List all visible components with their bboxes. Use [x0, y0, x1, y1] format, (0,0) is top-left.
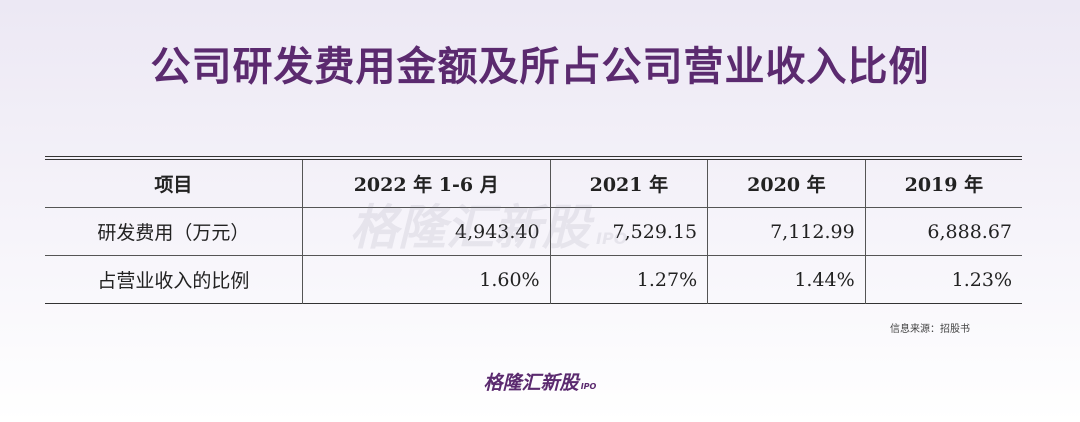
header-cell: 项目 — [45, 158, 303, 208]
source-note: 信息来源：招股书 — [890, 324, 970, 335]
row-label: 研发费用（万元） — [45, 207, 303, 256]
row-label: 占营业收入的比例 — [97, 270, 250, 292]
value-cell: 1.44% — [707, 255, 866, 304]
value-cell: 7,112.99 — [707, 207, 866, 256]
table-row: 占营业收入的比例 1.60% 1.27% 1.44% 1.23% — [45, 255, 1022, 304]
header-cell: 2019 年 — [864, 158, 1022, 208]
value-cell: 6,888.67 — [864, 207, 1022, 256]
brand-name: 格隆汇新股 — [483, 372, 579, 394]
header-row: 项目 2022 年 1-6 月 2021 年 2020 年 2019 年 — [45, 158, 1022, 208]
data-table: 项目 2022 年 1-6 月 2021 年 2020 年 2019 年 研发费用（万元… — [45, 156, 1022, 304]
header-cell: 2022 年 1-6 月 — [301, 158, 551, 208]
brand-suffix: IPO — [580, 382, 597, 391]
value-cell: 1.60% — [301, 255, 551, 304]
value-cell: 7,529.15 — [549, 207, 708, 256]
table-row: 研发费用（万元） 4,943.40 7,529.15 7,112.99 6,888.67 — [45, 207, 1022, 256]
table-body: 研发费用（万元） 4,943.40 7,529.15 7,112.99 6,888.67… — [45, 207, 1022, 304]
header-cell: 2021 年 — [549, 158, 708, 208]
value-cell: 1.23% — [864, 255, 1022, 304]
title: 公司研发费用金额及所占公司营业收入比例 — [150, 44, 930, 90]
header-cell: 2020 年 — [707, 158, 866, 208]
value-cell: 4,943.40 — [301, 207, 551, 256]
brand-logo: 格隆汇新股 IPO — [0, 368, 1080, 395]
value-cell: 1.27% — [549, 255, 708, 304]
